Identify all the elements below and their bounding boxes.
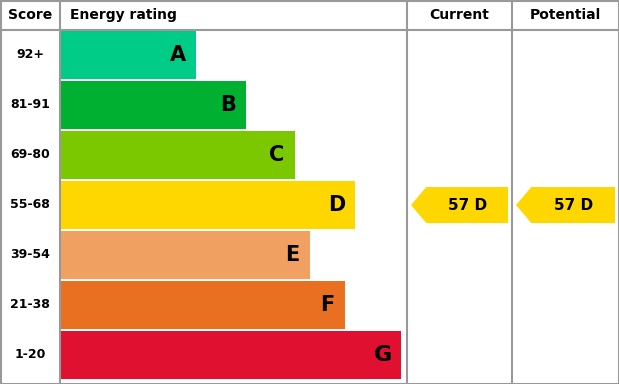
Bar [60,131,295,179]
Text: 57 D: 57 D [553,197,593,212]
Text: F: F [320,295,334,315]
Text: 39-54: 39-54 [10,248,50,262]
Bar [60,331,401,379]
Text: Potential: Potential [530,8,601,22]
Bar [60,281,345,329]
Text: 92+: 92+ [16,48,44,61]
Bar [60,81,246,129]
Bar [60,31,196,79]
Polygon shape [516,187,615,223]
Text: A: A [170,45,186,65]
Text: 1-20: 1-20 [14,349,46,361]
Bar [60,231,310,279]
Text: D: D [328,195,345,215]
Text: 21-38: 21-38 [10,298,50,311]
Bar [60,181,355,229]
Text: G: G [374,345,392,365]
Text: Score: Score [8,8,52,22]
Polygon shape [411,187,508,223]
Text: B: B [220,95,236,115]
Text: C: C [269,145,285,165]
Text: 69-80: 69-80 [10,149,50,162]
Text: Energy rating: Energy rating [70,8,177,22]
Text: 55-68: 55-68 [10,199,50,212]
Text: E: E [285,245,299,265]
Text: 81-91: 81-91 [10,99,50,111]
Text: Current: Current [430,8,490,22]
Text: 57 D: 57 D [448,197,487,212]
